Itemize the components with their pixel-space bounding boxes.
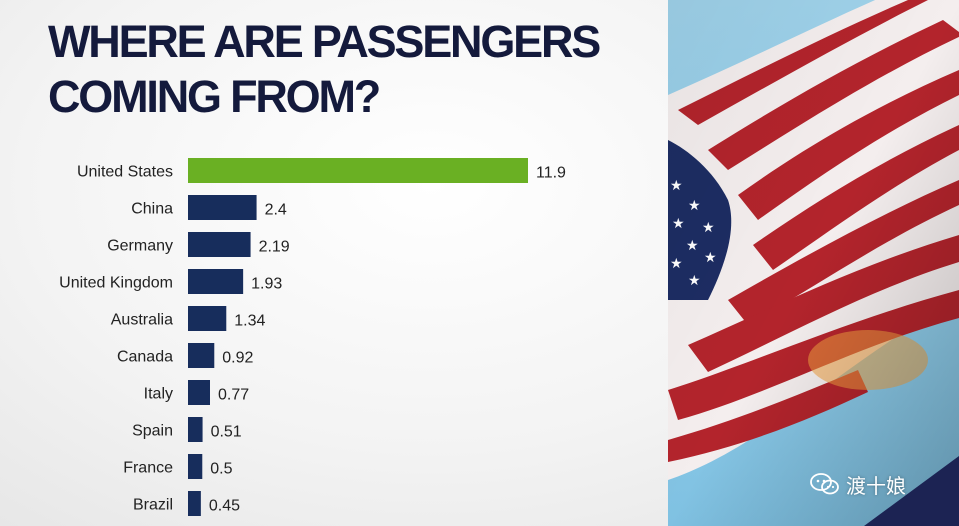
title-line-2: COMING FROM? <box>48 71 381 122</box>
bar-italy <box>188 380 210 405</box>
category-label-spain: Spain <box>132 423 173 440</box>
bar-china <box>188 195 257 220</box>
bar-germany <box>188 232 251 257</box>
value-label-spain: 0.51 <box>211 424 242 441</box>
bar-france <box>188 454 203 479</box>
bar-canada <box>188 343 215 368</box>
bar-spain <box>188 417 203 442</box>
category-label-united-kingdom: United Kingdom <box>59 275 173 292</box>
bar-australia <box>188 306 227 331</box>
category-label-china: China <box>131 201 173 218</box>
navy-corner-accent <box>864 456 959 526</box>
bar-united-kingdom <box>188 269 244 294</box>
bar-brazil <box>188 491 201 516</box>
category-label-united-states: United States <box>77 164 173 181</box>
value-label-italy: 0.77 <box>218 387 249 404</box>
title-line-1: WHERE ARE PASSENGERS <box>48 16 601 67</box>
bar-united-states <box>188 158 528 183</box>
value-label-united-states: 11.9 <box>536 165 566 182</box>
american-flag-image: ★★★ ★★★ ★★ <box>668 0 959 526</box>
value-label-canada: 0.92 <box>222 350 253 367</box>
page-title: WHERE ARE PASSENGERS COMING FROM? <box>48 14 658 124</box>
category-label-italy: Italy <box>144 386 173 403</box>
value-label-united-kingdom: 1.93 <box>251 276 282 293</box>
category-label-canada: Canada <box>117 349 173 366</box>
value-label-brazil: 0.45 <box>209 498 240 515</box>
value-label-australia: 1.34 <box>234 313 265 330</box>
category-label-brazil: Brazil <box>133 497 173 514</box>
category-label-france: France <box>123 460 173 477</box>
bar-chart: United States 11.9 China 2.4 Germany 2.19 Unit… <box>59 158 566 516</box>
watermark: 渡十娘 <box>810 470 906 498</box>
category-label-germany: Germany <box>107 238 173 255</box>
watermark-text: 渡十娘 <box>846 473 906 498</box>
chart-panel: WHERE ARE PASSENGERS COMING FROM? United… <box>48 14 658 516</box>
category-label-australia: Australia <box>111 312 173 329</box>
flag-photo: ★★★ ★★★ ★★ 渡十娘 <box>668 0 959 526</box>
value-label-france: 0.5 <box>210 461 232 478</box>
value-label-germany: 2.19 <box>259 239 290 256</box>
wechat-icon <box>810 473 839 495</box>
value-label-china: 2.4 <box>265 202 287 219</box>
